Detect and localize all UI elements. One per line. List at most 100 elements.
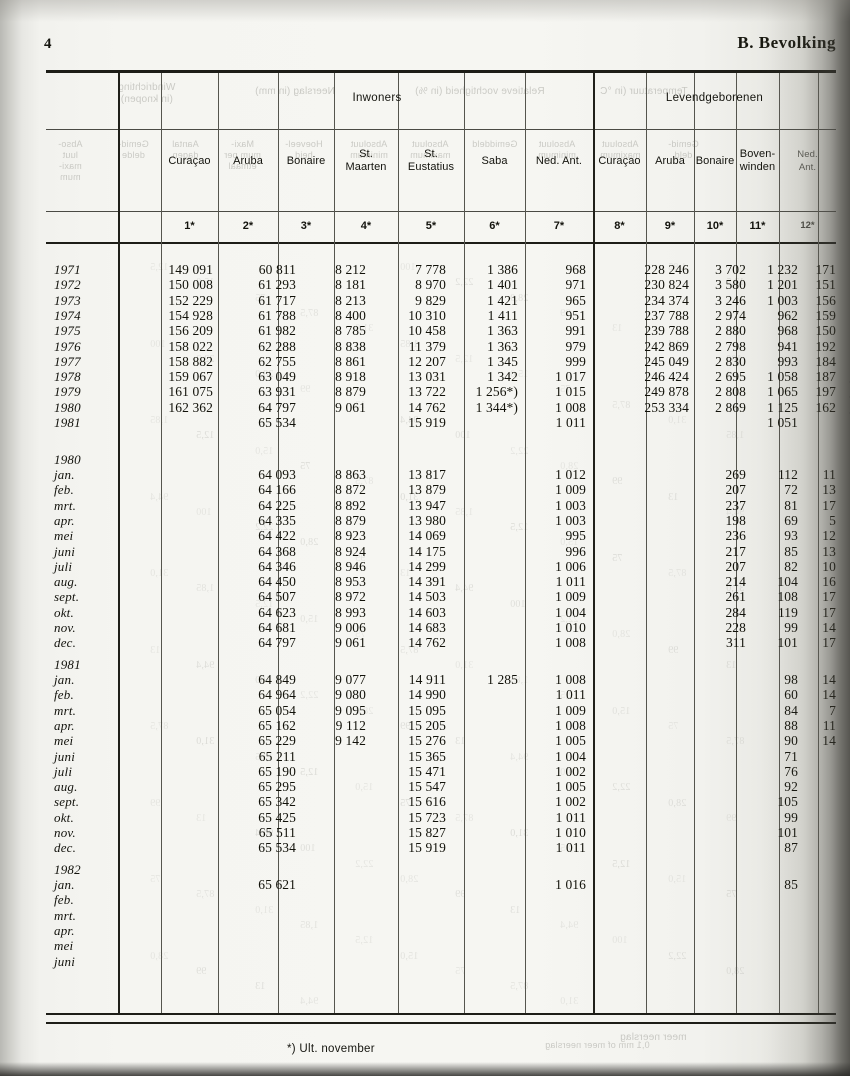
column-header-6: Saba — [481, 155, 508, 167]
row-label: sept. — [54, 589, 80, 605]
table-cell: 64 964 — [258, 687, 296, 703]
block-year-label: 1982 — [54, 861, 81, 877]
row-label: aug. — [54, 574, 78, 590]
table-cell: 8 924 — [335, 543, 366, 559]
column-divider-0 — [161, 73, 162, 1013]
table-cell: 10 458 — [408, 323, 446, 339]
table-cell: 4 625 — [46, 293, 850, 309]
column-divider-8 — [646, 73, 647, 1013]
table-cell: 1 386 — [487, 262, 518, 277]
table-cell: 9 112 — [335, 717, 366, 733]
table-cell: 14 175 — [408, 543, 446, 559]
table-cell: 92 — [784, 779, 798, 795]
table-cell: 13 879 — [408, 482, 446, 498]
row-label: mei — [54, 528, 74, 544]
table-cell: 8 946 — [335, 558, 366, 574]
table-cell: 1 008 — [555, 399, 586, 415]
table-cell: 234 374 — [644, 292, 689, 308]
column-header-4: St. Maarten — [345, 148, 387, 173]
table-cell: 15 471 — [408, 763, 446, 779]
table-cell: 63 931 — [258, 384, 296, 400]
table-cell: 14 — [822, 672, 836, 687]
row-label: nov. — [54, 825, 76, 840]
row-label: 1980 — [54, 399, 81, 415]
table-cell: 14 911 — [408, 672, 446, 687]
table-cell: 64 166 — [258, 482, 296, 498]
table-cell: 8 212 — [335, 262, 366, 277]
table-cell: 5 201 — [46, 277, 850, 293]
table-cell: 1 005 — [555, 733, 586, 749]
table-cell: 17 — [822, 635, 836, 651]
table-cell: 1 015 — [555, 384, 586, 400]
table-cell: 13 — [822, 543, 836, 559]
table-cell: 1 003 — [555, 497, 586, 513]
table-cell: 245 049 — [644, 353, 689, 369]
row-label: 1975 — [54, 323, 81, 339]
table-cell: 1 256*) — [475, 384, 518, 400]
table-cell: 4 294 — [46, 354, 850, 370]
table-cell: 8 892 — [335, 497, 366, 513]
table-cell: 246 424 — [644, 369, 689, 385]
table-cell: 61 717 — [258, 292, 296, 308]
row-label: 1974 — [54, 307, 81, 323]
table-cell: 8 181 — [335, 277, 366, 293]
row-label: 1979 — [54, 384, 81, 400]
column-divider-4 — [398, 73, 399, 1013]
table-cell: 236 — [725, 528, 746, 544]
table-cell: 13 947 — [408, 497, 446, 513]
table-cell: 237 788 — [644, 307, 689, 323]
table-cell: 2 880 — [715, 323, 746, 339]
column-divider-2 — [278, 73, 279, 1013]
table-cell: 162 362 — [168, 399, 213, 415]
column-header-11: Boven-winden — [739, 148, 776, 173]
statistics-table: Inwoners Levendgeborenen Curaçao Aruba Bona… — [46, 70, 850, 1015]
table-cell: 13 817 — [408, 467, 446, 482]
column-header-9: Aruba — [655, 155, 685, 167]
table-cell: 1 008 — [555, 717, 586, 733]
column-number-4: 4* — [360, 220, 372, 232]
table-cell: 64 346 — [258, 558, 296, 574]
table-cell: 1 010 — [555, 620, 586, 635]
block-year-label: 1980 — [54, 451, 81, 467]
table-cell: 14 — [822, 733, 836, 749]
table-cell: 99 — [784, 809, 798, 825]
table-cell: 76 — [784, 763, 798, 779]
row-label: 1976 — [54, 338, 81, 354]
table-cell: 71 — [784, 748, 798, 764]
row-label: juni — [54, 748, 76, 764]
table-cell: 87 — [784, 840, 798, 856]
table-cell: 101 — [777, 825, 798, 840]
table-cell: 7 — [829, 702, 836, 718]
table-cell: 9 080 — [335, 687, 366, 703]
table-cell: 9 095 — [335, 702, 366, 718]
table-cell: 2 808 — [715, 384, 746, 400]
running-head: B. Bevolking — [737, 33, 836, 52]
table-cell: 9 061 — [335, 635, 366, 651]
table-cell: 11 379 — [408, 338, 446, 354]
table-cell: 15 723 — [408, 809, 446, 825]
table-cell: 65 342 — [258, 794, 296, 810]
table-cell: 1 051 — [767, 415, 798, 430]
table-cell: 9 142 — [335, 733, 366, 749]
table-cell: 65 054 — [258, 702, 296, 718]
table-cell: 1 009 — [555, 589, 586, 605]
table-cell: 65 229 — [258, 733, 296, 749]
table-cell: 65 534 — [258, 415, 296, 430]
table-cell: 217 — [725, 543, 746, 559]
table-cell: 995 — [565, 528, 586, 544]
row-label: mei — [54, 733, 74, 749]
row-label: 1981 — [54, 415, 81, 430]
table-cell: 161 075 — [168, 384, 213, 400]
table-cell: 65 190 — [258, 763, 296, 779]
table-cell: 951 — [565, 307, 586, 323]
table-cell: 10 310 — [408, 307, 446, 323]
table-cell: 105 — [777, 794, 798, 810]
column-header-8: Curaçao — [598, 155, 641, 167]
table-cell: 64 093 — [258, 467, 296, 482]
table-bottom-rule — [46, 1013, 836, 1015]
table-cell: 64 368 — [258, 543, 296, 559]
table-cell: 3 246 — [715, 292, 746, 308]
table-cell: 8 970 — [415, 277, 446, 293]
table-cell: 1 008 — [555, 672, 586, 687]
footnote-rule — [46, 1022, 836, 1024]
